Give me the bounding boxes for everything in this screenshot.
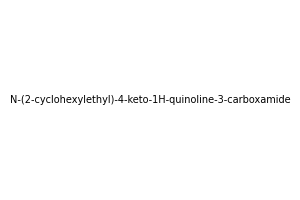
Text: N-(2-cyclohexylethyl)-4-keto-1H-quinoline-3-carboxamide: N-(2-cyclohexylethyl)-4-keto-1H-quinolin… — [10, 95, 290, 105]
